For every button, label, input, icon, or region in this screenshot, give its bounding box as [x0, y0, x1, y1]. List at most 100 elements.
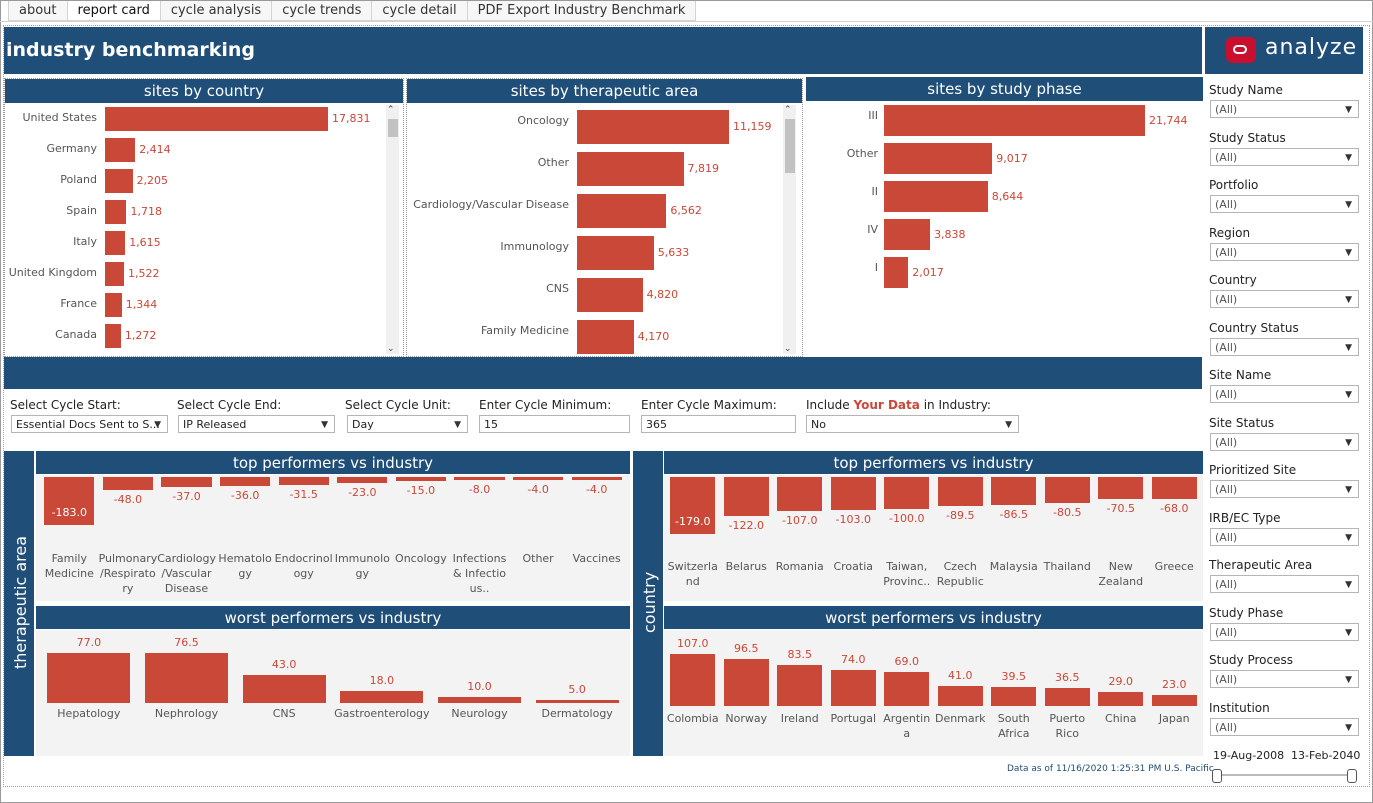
- filter-dropdown-study-status[interactable]: (All) ▼: [1210, 147, 1359, 166]
- bar[interactable]: [105, 262, 125, 286]
- filter-dropdown-site-name[interactable]: (All) ▼: [1210, 385, 1359, 403]
- slider-start-handle[interactable]: [1212, 769, 1222, 783]
- bar[interactable]: [337, 477, 388, 484]
- bar[interactable]: [577, 152, 684, 186]
- benchmark-ta-top-panel: top performers vs industry -183.0 Family M…: [36, 451, 630, 601]
- filter-dropdown-prioritized-site[interactable]: (All) ▼: [1210, 480, 1359, 498]
- bar[interactable]: [670, 654, 716, 706]
- bar[interactable]: [340, 691, 424, 703]
- scroll-thumb[interactable]: [388, 119, 398, 137]
- scroll-thumb[interactable]: [785, 119, 795, 173]
- bar[interactable]: [577, 236, 654, 270]
- bar[interactable]: [991, 477, 1037, 505]
- bar[interactable]: [577, 110, 729, 144]
- filter-dropdown-site-status[interactable]: (All) ▼: [1210, 432, 1359, 451]
- scroll-up-icon[interactable]: ⌃: [387, 105, 395, 115]
- bar[interactable]: [105, 324, 121, 348]
- bar[interactable]: [47, 653, 131, 703]
- bar[interactable]: [512, 477, 564, 480]
- tab-cycle-detail[interactable]: cycle detail: [371, 1, 468, 21]
- bar[interactable]: [1151, 694, 1197, 706]
- cycle-max-input[interactable]: 365: [641, 415, 796, 433]
- bar[interactable]: [105, 200, 127, 224]
- tab-about[interactable]: about: [8, 1, 68, 21]
- cycle-unit-dropdown[interactable]: Day ▼: [347, 415, 468, 433]
- filter-dropdown-irb-ec-type[interactable]: (All) ▼: [1210, 527, 1359, 546]
- bar[interactable]: [830, 477, 876, 510]
- bar[interactable]: [1098, 477, 1144, 500]
- bar[interactable]: [777, 477, 823, 512]
- filter-dropdown-institution[interactable]: (All) ▼: [1210, 717, 1359, 736]
- bar[interactable]: [577, 320, 634, 354]
- tab-report-card[interactable]: report card: [66, 1, 161, 21]
- bar[interactable]: [1098, 691, 1144, 706]
- bar[interactable]: [884, 105, 1145, 136]
- filter-value: (All): [1215, 578, 1238, 591]
- scroll-down-icon[interactable]: ⌄: [784, 344, 792, 354]
- filter-value: (All): [1215, 340, 1238, 354]
- bar[interactable]: [144, 653, 228, 703]
- tab-pdf-export-industry-benchmark[interactable]: PDF Export Industry Benchmark: [466, 1, 697, 21]
- category-label: Dermatology: [541, 707, 613, 720]
- filter-dropdown-study-phase[interactable]: (All) ▼: [1210, 622, 1359, 641]
- bar[interactable]: [535, 699, 619, 703]
- slider-end-handle[interactable]: [1347, 769, 1357, 783]
- tab-cycle-analysis[interactable]: cycle analysis: [159, 1, 273, 21]
- filter-dropdown-country[interactable]: (All) ▼: [1210, 290, 1359, 308]
- bar[interactable]: [571, 477, 622, 480]
- bar-label: Cardiology/Vascular Disease: [413, 198, 569, 211]
- bar[interactable]: [777, 665, 823, 706]
- bar[interactable]: [723, 477, 769, 516]
- bar[interactable]: [884, 672, 930, 706]
- bar[interactable]: [723, 659, 769, 706]
- date-range-slider[interactable]: [1216, 774, 1354, 776]
- bar[interactable]: [105, 107, 328, 131]
- bar[interactable]: [830, 670, 876, 706]
- filter-dropdown-country-status[interactable]: (All) ▼: [1210, 337, 1359, 356]
- cycle-start-dropdown[interactable]: Essential Docs Sent to S... ▼: [11, 415, 168, 433]
- bar[interactable]: [278, 477, 329, 486]
- bar[interactable]: [1151, 477, 1197, 499]
- scrollbar[interactable]: ⌃ ⌄: [783, 105, 796, 354]
- bar[interactable]: [937, 477, 983, 506]
- bar[interactable]: [884, 477, 930, 509]
- scrollbar[interactable]: ⌃ ⌄: [386, 105, 399, 354]
- cycle-min-input[interactable]: 15: [479, 415, 630, 433]
- filter-dropdown-study-process[interactable]: (All) ▼: [1210, 670, 1359, 688]
- bar[interactable]: [577, 278, 643, 312]
- bar[interactable]: [1044, 688, 1090, 706]
- scroll-up-icon[interactable]: ⌃: [784, 105, 792, 115]
- bar[interactable]: [454, 477, 505, 480]
- bar[interactable]: [102, 477, 154, 490]
- scroll-down-icon[interactable]: ⌄: [387, 344, 395, 354]
- filter-dropdown-study-name[interactable]: (All) ▼: [1210, 100, 1359, 118]
- bar[interactable]: [105, 293, 122, 317]
- bar[interactable]: [395, 477, 447, 481]
- bar[interactable]: [219, 477, 271, 487]
- bar[interactable]: [242, 675, 326, 703]
- bar[interactable]: [937, 686, 983, 706]
- filter-dropdown-region[interactable]: (All) ▼: [1210, 242, 1359, 261]
- bar[interactable]: [670, 477, 716, 534]
- bar[interactable]: [44, 477, 95, 525]
- bar-value: -15.0: [406, 483, 436, 497]
- bar[interactable]: [884, 143, 993, 174]
- bar-value: 17,831: [332, 112, 371, 125]
- bar[interactable]: [105, 231, 126, 255]
- bar[interactable]: [577, 194, 667, 228]
- cycle-end-dropdown[interactable]: IP Released ▼: [178, 415, 335, 433]
- bar[interactable]: [105, 169, 133, 193]
- bar[interactable]: [161, 477, 212, 487]
- bar[interactable]: [884, 219, 931, 250]
- bar[interactable]: [884, 181, 988, 212]
- bar[interactable]: [1044, 477, 1090, 503]
- filter-dropdown-portfolio[interactable]: (All) ▼: [1210, 195, 1359, 213]
- bar[interactable]: [991, 686, 1037, 706]
- filter-dropdown-therapeutic-area[interactable]: (All) ▼: [1210, 575, 1359, 593]
- include-dropdown[interactable]: No ▼: [806, 415, 1019, 433]
- tab-cycle-trends[interactable]: cycle trends: [271, 1, 373, 21]
- logo-text: analyze: [1265, 35, 1358, 60]
- bar[interactable]: [437, 696, 521, 703]
- bar[interactable]: [884, 257, 909, 288]
- bar[interactable]: [105, 138, 136, 162]
